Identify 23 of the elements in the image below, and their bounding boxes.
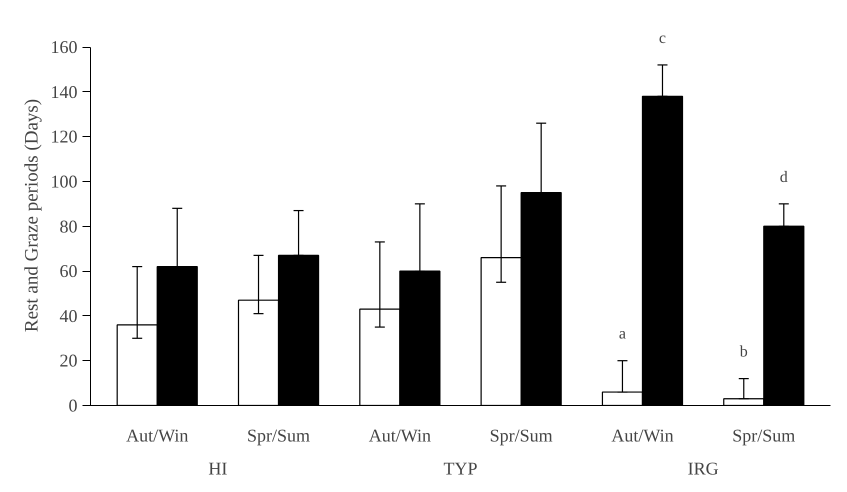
x-tick-label: Aut/Win (126, 426, 188, 446)
text: TYP (444, 458, 478, 478)
x-tick-label: Aut/Win (611, 426, 674, 446)
y-tick-label: 20 (60, 350, 78, 371)
data-label: c (658, 30, 666, 47)
y-tick-label: 120 (50, 126, 78, 147)
y-tick-label: 140 (50, 82, 78, 102)
x-tick-label: Aut/Win (368, 426, 431, 446)
data-label: a (618, 326, 626, 343)
y-axis-title: Rest and Graze periods (Days) (22, 98, 42, 332)
y-tick-label: 40 (60, 306, 78, 326)
y-tick-label: 160 (50, 37, 78, 58)
data-label: d (780, 168, 788, 186)
y-tick-label: 80 (60, 216, 78, 236)
data-label: b (740, 344, 748, 361)
y-tick-label: 60 (60, 261, 78, 282)
x-tick-label: Spr/Sum (732, 426, 796, 446)
x-tick-label: Spr/Sum (247, 426, 310, 446)
text: HI (208, 458, 228, 478)
y-tick-label: 100 (50, 171, 78, 192)
text: IRG (688, 458, 719, 478)
x-tick-label: Spr/Sum (490, 426, 553, 446)
y-tick-label: 0 (68, 396, 78, 416)
